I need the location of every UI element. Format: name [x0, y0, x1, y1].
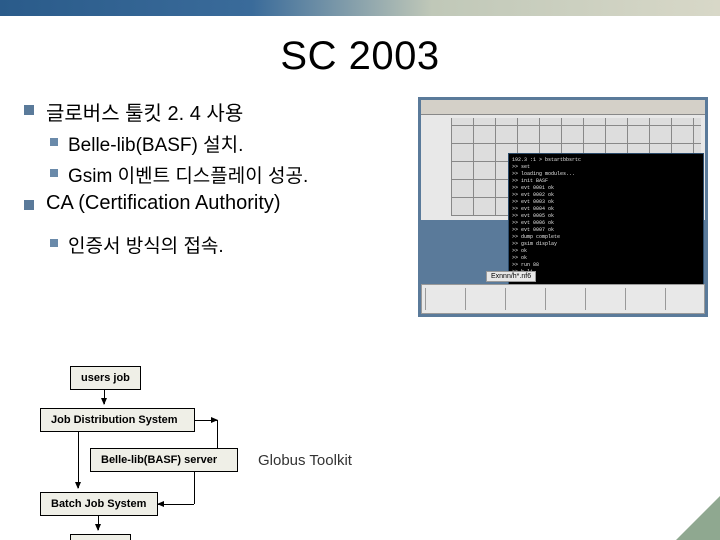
bullet-level1: CA (Certification Authority) [24, 192, 414, 215]
page-title: SC 2003 [0, 34, 720, 79]
arrow-1 [78, 432, 79, 488]
join-0 [217, 420, 218, 448]
content-row: 글로버스 툴킷 2. 4 사용 Belle-lib(BASF) 설치. Gsim… [0, 97, 720, 317]
bullet-level1: 글로버스 툴킷 2. 4 사용 [24, 97, 414, 126]
bullet-icon [50, 138, 58, 146]
bullet-text: 인증서 방식의 접속. [68, 231, 224, 258]
bottom-window: Exnnn/h*.nf6 [421, 284, 705, 314]
embedded-screenshot: 192.3 :1 > bstartbbsrtc >> set >> loadin… [418, 97, 708, 317]
bullet-text: CA (Certification Authority) [46, 192, 281, 215]
bullet-list: 글로버스 툴킷 2. 4 사용 Belle-lib(BASF) 설치. Gsim… [24, 97, 414, 317]
diagram-box-users: users job [70, 366, 141, 390]
diagram-label-globus: Globus Toolkit [258, 452, 352, 469]
diagram-box-nodes: NODES [70, 534, 131, 540]
arrow-3 [195, 420, 217, 421]
diagram-box-batch: Batch Job System [40, 492, 158, 516]
join-1 [194, 472, 195, 504]
corner-decoration [676, 496, 720, 540]
arrow-0 [104, 390, 105, 404]
bullet-icon [24, 200, 34, 210]
terminal-window: 192.3 :1 > bstartbbsrtc >> set >> loadin… [508, 153, 704, 295]
bullet-icon [50, 169, 58, 177]
bottom-window-title: Exnnn/h*.nf6 [486, 271, 536, 282]
bullet-icon [50, 239, 58, 247]
arrow-2 [98, 516, 99, 530]
desktop-frame: 192.3 :1 > bstartbbsrtc >> set >> loadin… [418, 97, 708, 317]
bullet-level2: Gsim 이벤트 디스플레이 성공. [50, 161, 414, 188]
bullet-text: Belle-lib(BASF) 설치. [68, 130, 243, 157]
diagram-box-basf: Belle-lib(BASF) server [90, 448, 238, 472]
bullet-level2: Belle-lib(BASF) 설치. [50, 130, 414, 157]
arrow-4 [158, 504, 194, 505]
bullet-text: Gsim 이벤트 디스플레이 성공. [68, 161, 308, 188]
slide: SC 2003 글로버스 툴킷 2. 4 사용 Belle-lib(BASF) … [0, 0, 720, 540]
bullet-level2: 인증서 방식의 접속. [50, 231, 414, 258]
diagram-box-jds: Job Distribution System [40, 408, 195, 432]
bullet-icon [24, 105, 34, 115]
bullet-text: 글로버스 툴킷 2. 4 사용 [46, 97, 243, 126]
